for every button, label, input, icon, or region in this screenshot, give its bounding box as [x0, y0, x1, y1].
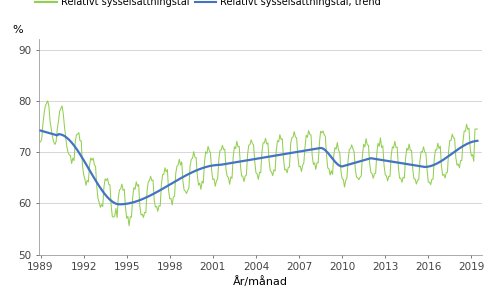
Legend: Relativt sysselsättningstal, Relativt sysselsättningstal, trend: Relativt sysselsättningstal, Relativt sy…	[35, 0, 381, 7]
X-axis label: År/månad: År/månad	[233, 276, 288, 287]
Text: %: %	[13, 25, 24, 35]
